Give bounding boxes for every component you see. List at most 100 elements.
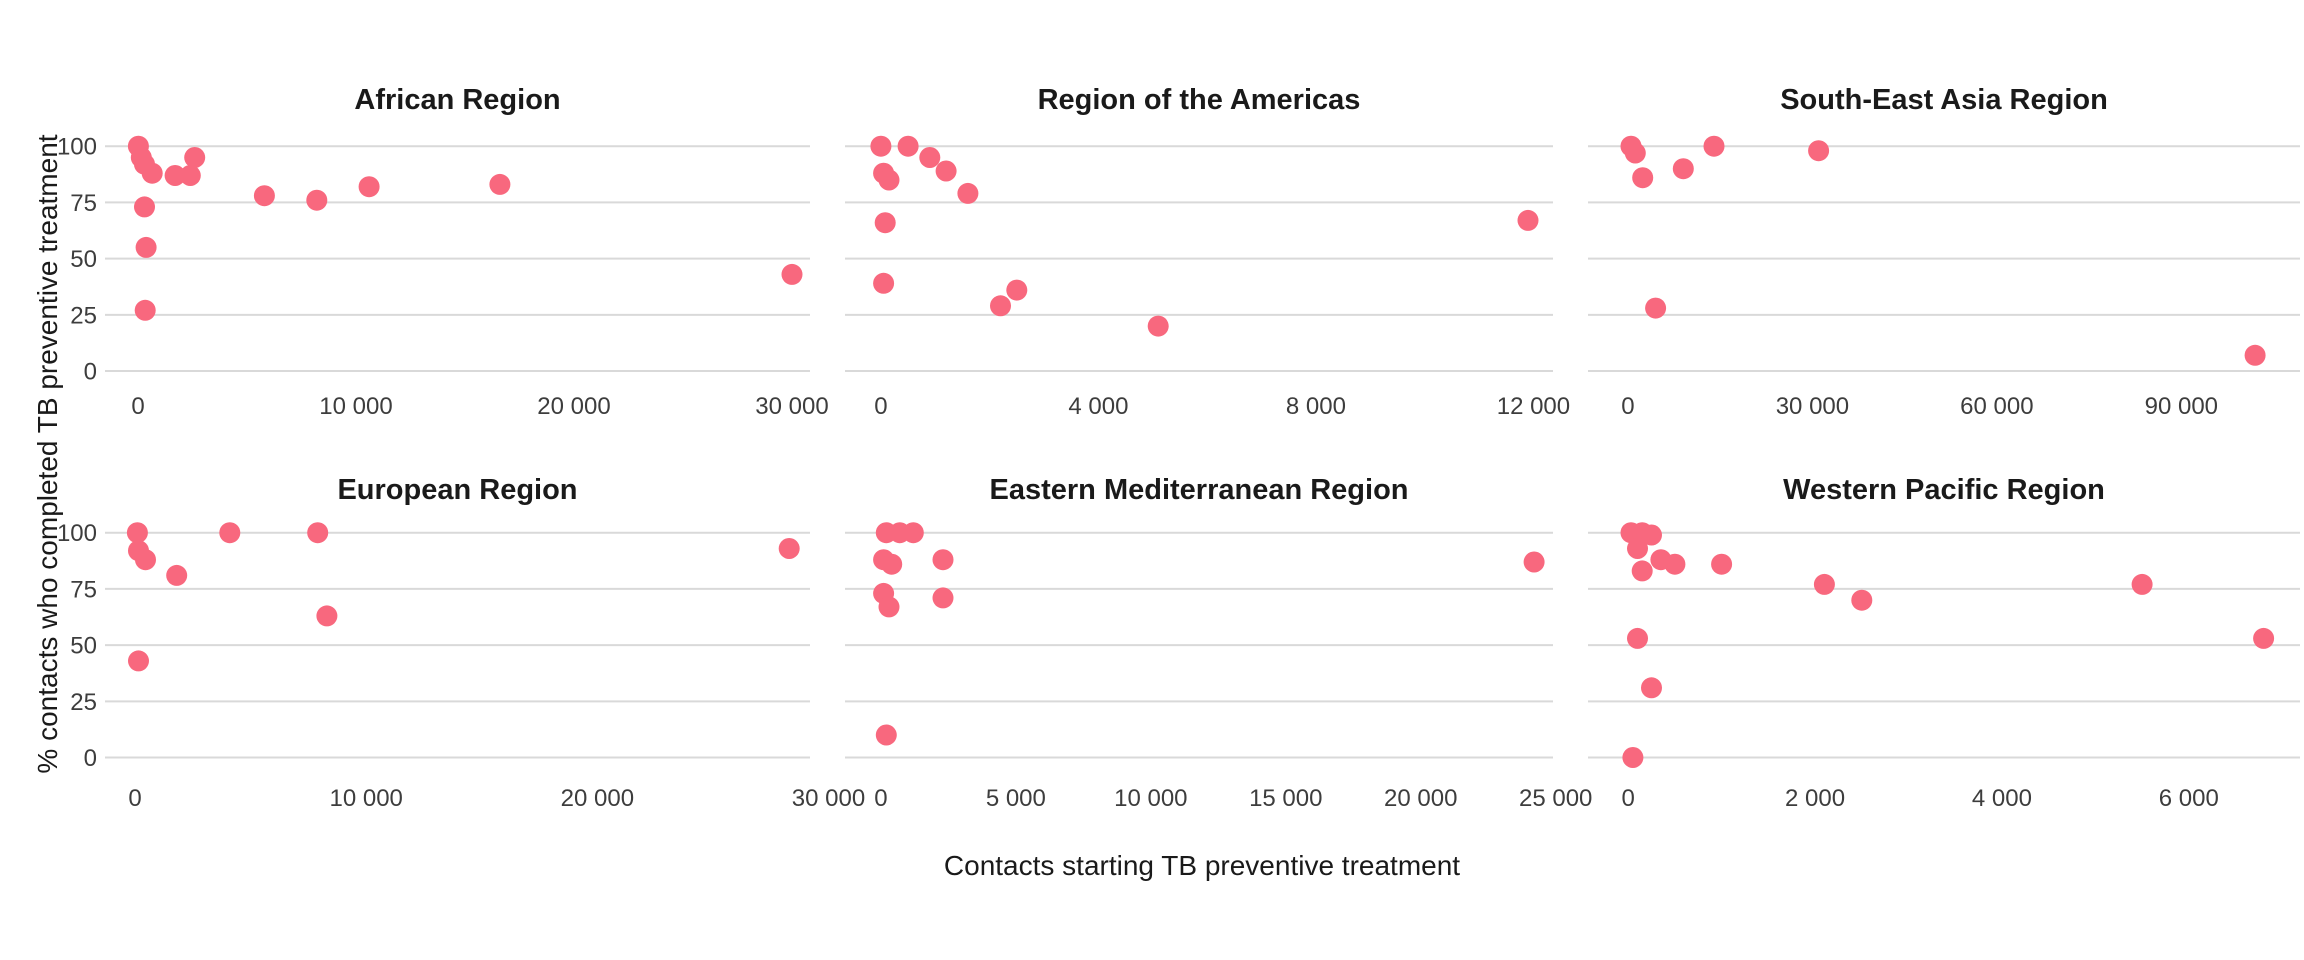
data-point [957, 182, 979, 204]
x-tick-label: 90 000 [2145, 393, 2218, 420]
data-point [134, 196, 155, 218]
y-axis-title: % contacts who completed TB preventive t… [32, 134, 63, 774]
data-point [2244, 344, 2266, 366]
panel-title: European Region [337, 474, 577, 506]
data-point [878, 596, 900, 618]
data-point [1147, 315, 1169, 337]
y-tick-label: 50 [70, 633, 97, 660]
x-tick-label: 0 [1621, 393, 1634, 420]
x-tick-label: 0 [131, 393, 144, 420]
data-point [932, 587, 954, 609]
data-point [134, 299, 156, 321]
data-point [1851, 589, 1873, 611]
data-point [870, 135, 892, 157]
data-point [1627, 538, 1648, 559]
x-tick-label: 25 000 [1519, 785, 1592, 812]
data-point [307, 522, 329, 544]
x-tick-label: 20 000 [1384, 785, 1457, 812]
data-point [1664, 553, 1686, 575]
x-tick-label: 0 [1621, 785, 1634, 812]
y-tick-label: 0 [84, 745, 97, 772]
x-tick-label: 10 000 [329, 785, 402, 812]
data-point [781, 263, 803, 285]
x-tick-label: 0 [874, 785, 887, 812]
x-tick-label: 10 000 [319, 393, 392, 420]
data-point [184, 147, 206, 168]
data-point [135, 236, 157, 258]
data-point [135, 549, 156, 571]
data-point [878, 169, 900, 191]
data-point [919, 147, 941, 168]
x-tick-label: 0 [128, 785, 141, 812]
y-tick-label: 100 [57, 134, 97, 161]
x-tick-label: 5 000 [986, 785, 1046, 812]
data-point [489, 173, 511, 195]
data-point [1627, 627, 1648, 649]
y-tick-label: 25 [70, 302, 97, 329]
data-point [253, 185, 275, 207]
data-point [932, 549, 954, 571]
panel-title: Region of the Americas [1038, 84, 1361, 116]
data-point [1641, 677, 1662, 699]
data-point [873, 272, 895, 294]
data-point [1631, 560, 1653, 582]
x-tick-label: 0 [874, 393, 887, 420]
data-point [128, 650, 149, 672]
x-tick-label: 6 000 [2159, 785, 2219, 812]
x-tick-label: 12 000 [1497, 393, 1570, 420]
panel-title: Eastern Mediterranean Region [990, 474, 1409, 506]
data-point [141, 162, 163, 184]
data-point [1517, 209, 1539, 231]
data-point [1523, 551, 1545, 573]
y-tick-label: 75 [70, 190, 97, 217]
x-tick-label: 2 000 [1785, 785, 1845, 812]
x-tick-label: 20 000 [537, 393, 610, 420]
x-tick-label: 10 000 [1114, 785, 1187, 812]
data-point [1808, 140, 1830, 162]
x-tick-label: 20 000 [561, 785, 634, 812]
x-tick-label: 30 000 [1776, 393, 1849, 420]
data-point [875, 724, 897, 746]
data-point [1711, 553, 1733, 575]
data-point [306, 189, 328, 211]
data-point [1703, 135, 1725, 157]
data-point [897, 135, 919, 157]
data-point [2131, 573, 2153, 595]
data-point [1624, 142, 1646, 164]
y-tick-label: 50 [70, 246, 97, 273]
y-tick-label: 25 [70, 689, 97, 716]
data-point [1672, 158, 1694, 180]
y-tick-label: 100 [57, 520, 97, 547]
data-point [1645, 297, 1667, 319]
panel-title: Western Pacific Region [1783, 474, 2105, 506]
x-axis-title: Contacts starting TB preventive treatmen… [943, 850, 1461, 881]
x-tick-label: 8 000 [1286, 393, 1346, 420]
data-point [902, 522, 924, 544]
x-tick-label: 60 000 [1960, 393, 2033, 420]
data-point [990, 295, 1011, 317]
panel-title: African Region [354, 84, 560, 116]
data-point [1622, 747, 1644, 768]
data-point [358, 176, 380, 198]
y-tick-label: 0 [84, 359, 97, 386]
data-point [881, 553, 903, 575]
x-tick-label: 4 000 [1972, 785, 2032, 812]
data-point [166, 564, 188, 586]
data-point [874, 212, 896, 234]
data-point [219, 522, 241, 544]
x-tick-label: 30 000 [755, 393, 828, 420]
panel-title: South-East Asia Region [1780, 84, 2108, 116]
data-point [1813, 573, 1835, 595]
data-point [1641, 524, 1662, 546]
data-point [1006, 279, 1028, 301]
data-point [179, 165, 201, 186]
x-tick-label: 15 000 [1249, 785, 1322, 812]
data-point [316, 605, 338, 627]
data-point [164, 165, 186, 186]
x-tick-label: 4 000 [1068, 393, 1128, 420]
data-point [935, 160, 957, 182]
data-point [1632, 167, 1654, 189]
y-tick-label: 75 [70, 576, 97, 603]
